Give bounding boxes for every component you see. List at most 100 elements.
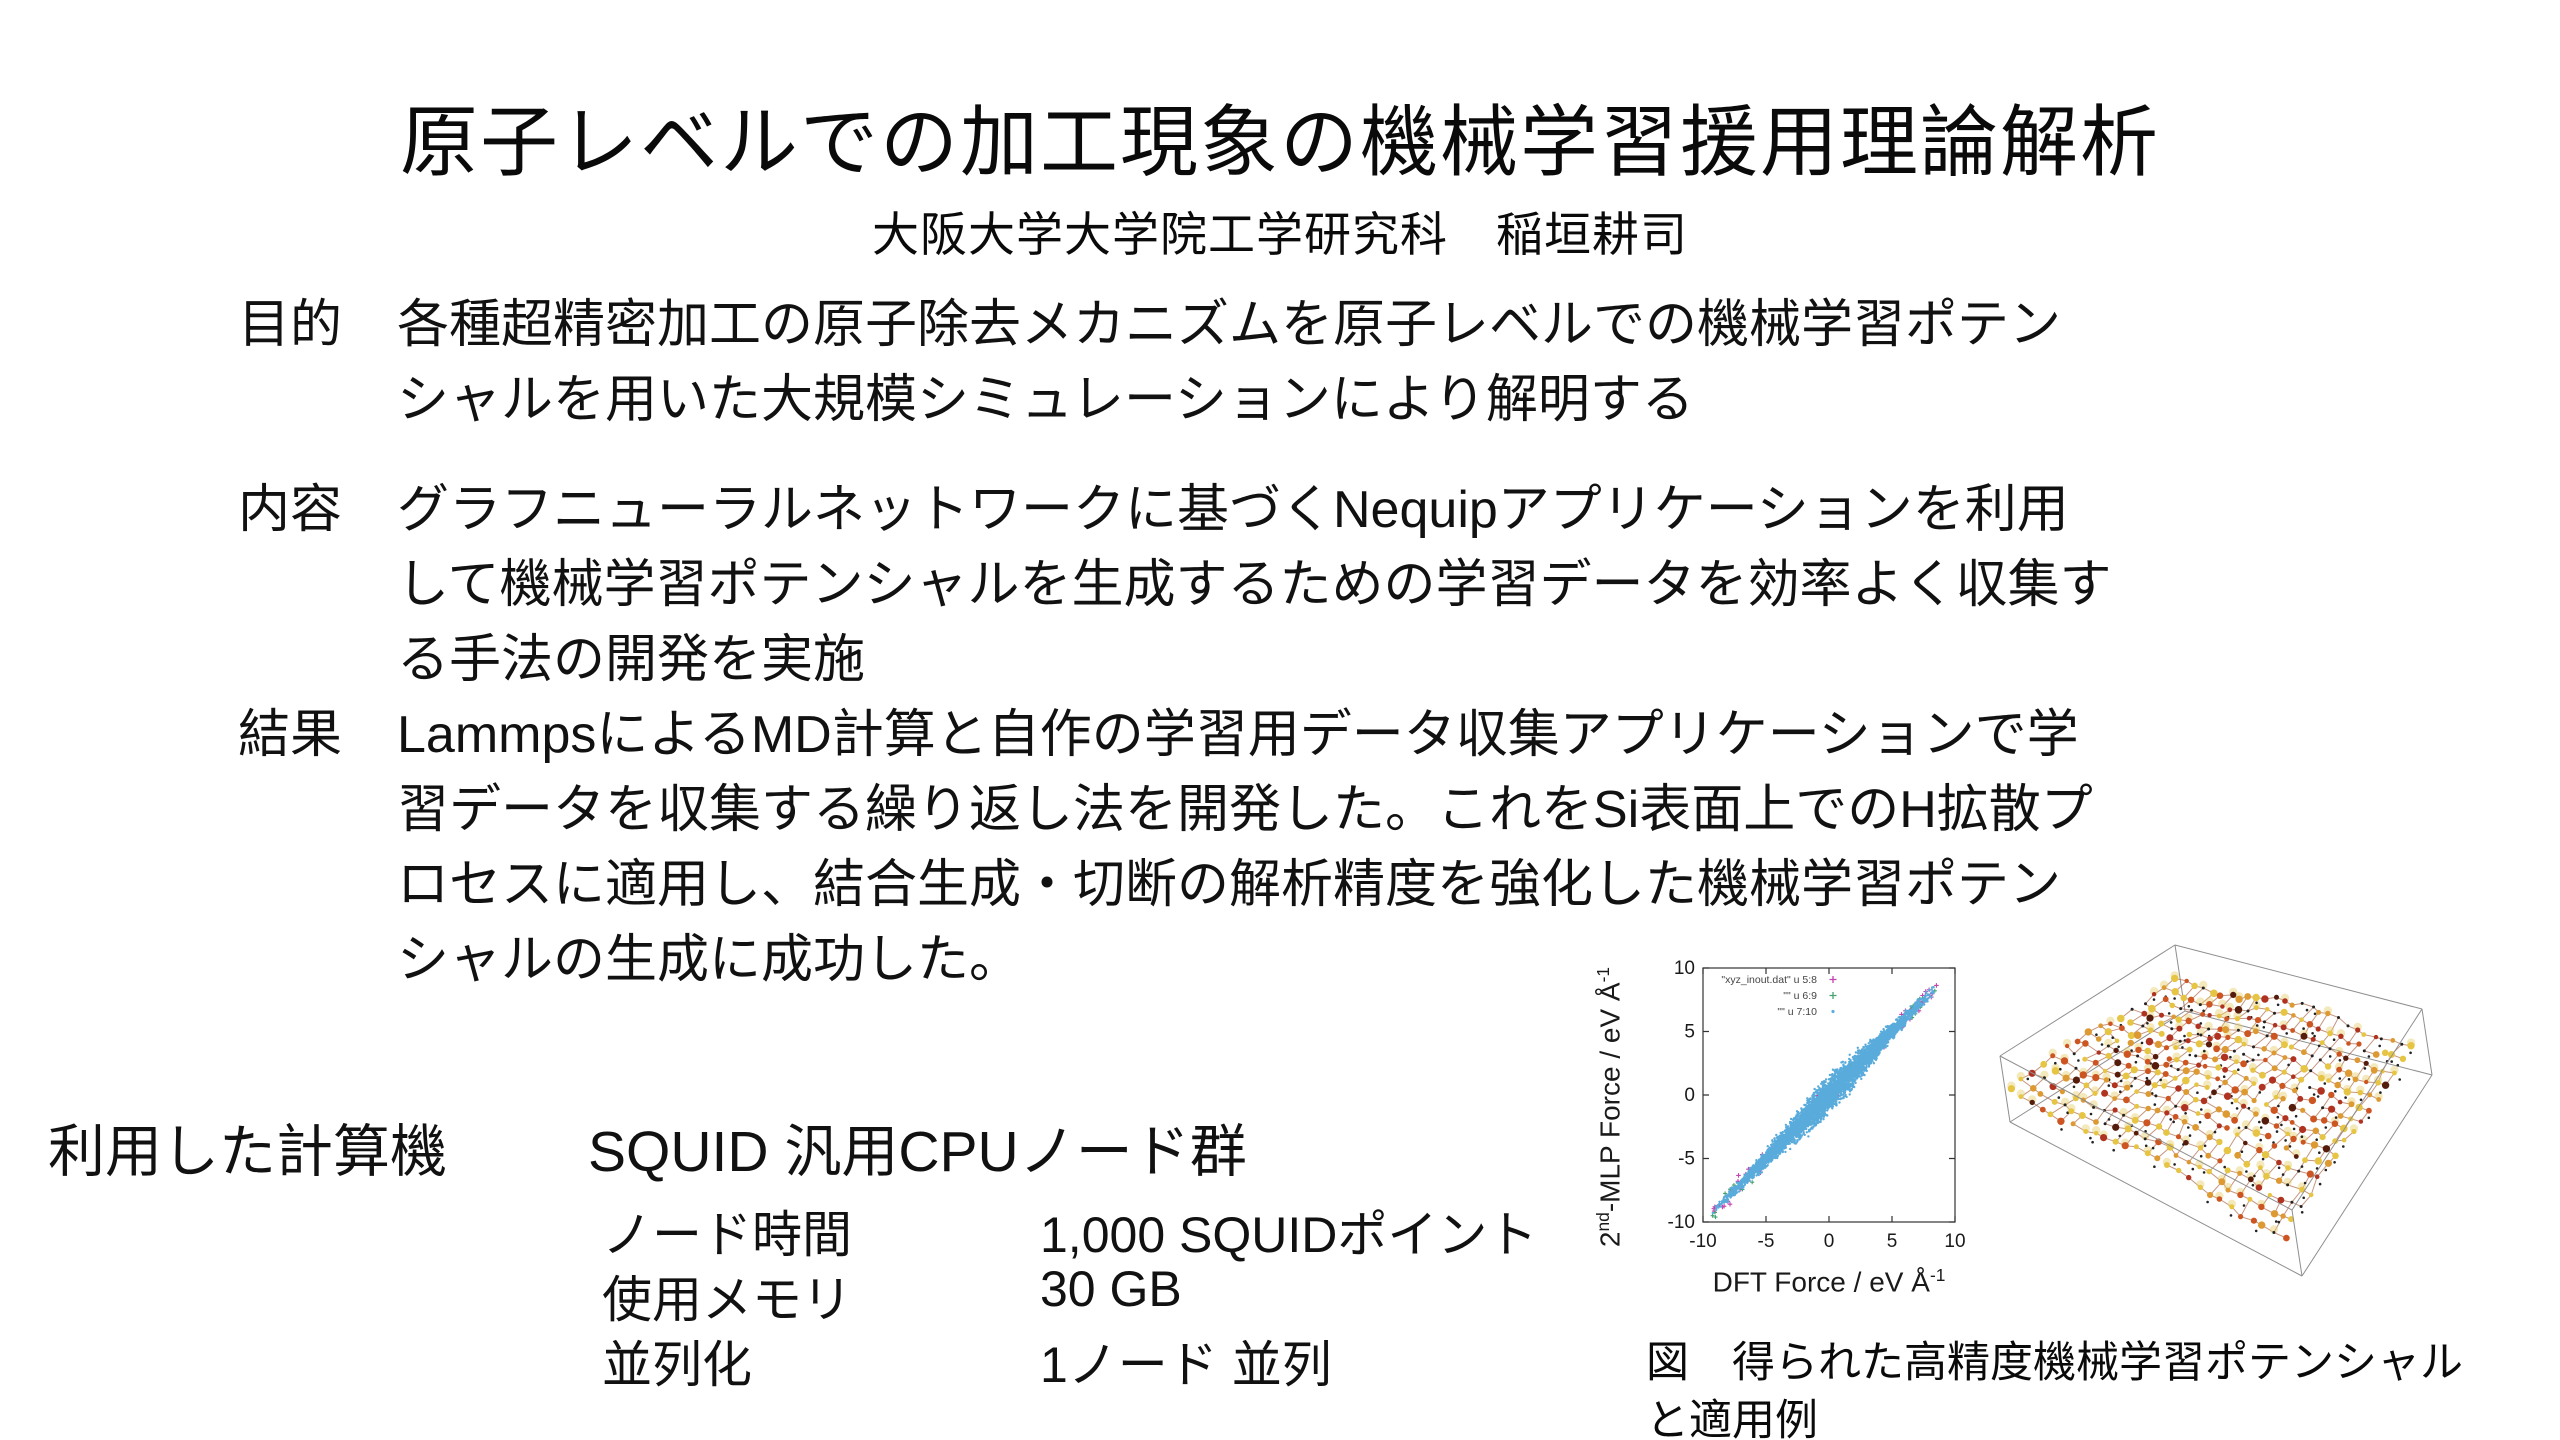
atom-dot (2305, 1008, 2309, 1012)
atom (2252, 993, 2260, 1002)
atom-halo (2149, 987, 2159, 996)
x-tick-label: -5 (1758, 1231, 1775, 1252)
atom (2166, 1034, 2174, 1042)
atom (2285, 1131, 2290, 1137)
atom-dot (2026, 1077, 2030, 1081)
atom-dot (2315, 1167, 2319, 1170)
atom (2104, 1028, 2112, 1036)
structure-frame (1999, 1055, 2293, 1211)
atom (2217, 1158, 2223, 1164)
atom-dot (2255, 1024, 2259, 1027)
atom-dot (2276, 1115, 2280, 1119)
atom-dot (2119, 1090, 2122, 1093)
atom (2290, 1135, 2297, 1143)
atom-dot (2277, 1220, 2281, 1224)
atom-dot (2095, 1033, 2098, 1036)
atom (2285, 1165, 2291, 1171)
atom (2392, 1070, 2397, 1076)
atom-halo (2218, 999, 2227, 1008)
atom-dot (2367, 1116, 2371, 1120)
legend-marker (1829, 976, 1837, 983)
structure-frame (2291, 1008, 2423, 1211)
atom (2112, 1107, 2118, 1113)
atom (2092, 1105, 2096, 1109)
atom (2326, 1078, 2331, 1083)
atom (2234, 1006, 2243, 1014)
atom (2112, 1096, 2118, 1101)
atom (2251, 1097, 2257, 1104)
atom-dot (2222, 1075, 2226, 1078)
atom-dot (2213, 1130, 2217, 1134)
atom (2207, 1035, 2213, 1042)
atom-dot (2077, 1059, 2080, 1062)
atom (2214, 1032, 2222, 1040)
atom (2372, 1051, 2380, 1058)
axis-ticks (1702, 967, 1956, 1223)
atom (2193, 1068, 2200, 1075)
atom (2151, 992, 2157, 997)
atom (2310, 1141, 2319, 1149)
atom-dot (2150, 1092, 2154, 1095)
atom (2343, 1088, 2351, 1096)
atom-dot (2328, 1055, 2332, 1058)
atom-dot (2230, 1101, 2234, 1105)
atom (2144, 1002, 2147, 1006)
atom (2327, 1030, 2333, 1037)
atom-dot (2091, 1140, 2094, 1144)
atom (2258, 1203, 2265, 1211)
atom (2302, 1157, 2308, 1163)
atom-dot (2169, 1021, 2173, 1024)
atom (2255, 1184, 2263, 1191)
atom (2299, 1017, 2304, 1022)
atom (2282, 1115, 2289, 1122)
atom (2270, 1032, 2278, 1040)
atom (2261, 1046, 2267, 1052)
atom (2192, 1124, 2199, 1131)
atom (2152, 1053, 2159, 1060)
atom-dot (2367, 1055, 2371, 1058)
atom (2194, 1054, 2198, 1058)
atom (2114, 1038, 2120, 1044)
atom-dot (2134, 1060, 2138, 1064)
atom-dot (2242, 1204, 2246, 1207)
atom (2233, 1098, 2239, 1103)
atom (2271, 1050, 2277, 1056)
atom-dot (2274, 1220, 2278, 1223)
atom-dot (2183, 1034, 2186, 1038)
atom (2224, 1125, 2230, 1131)
structure-frame (1999, 1055, 2011, 1123)
atom (2283, 1145, 2290, 1151)
atom (2202, 1063, 2208, 1069)
atom-dot (2223, 1165, 2226, 1169)
atom (2308, 1086, 2312, 1089)
structure-frame (2174, 944, 2423, 1010)
atom (2252, 1045, 2255, 1049)
atom (2310, 1115, 2318, 1123)
atom-dot (2323, 1082, 2327, 1085)
atom (2399, 1055, 2407, 1062)
atom (2151, 1062, 2160, 1070)
atom (2264, 1132, 2272, 1140)
structure-frame (2291, 1209, 2303, 1277)
atom (2251, 1058, 2255, 1062)
atom-dot (2181, 1046, 2184, 1049)
atom-dot (2324, 1126, 2328, 1129)
atom (2218, 1178, 2226, 1186)
atom-halo (2104, 1038, 2113, 1048)
atom-dot (2107, 1118, 2111, 1121)
atom (2083, 1082, 2090, 1089)
atom (2078, 1112, 2086, 1119)
atom (2253, 1111, 2259, 1117)
atom (2310, 1036, 2316, 1042)
chart-x-axis-label: DFT Force / eV Å-1 (1712, 1265, 1946, 1298)
atom (2216, 992, 2224, 999)
atom-dot (2144, 1144, 2148, 1148)
atom (2148, 1004, 2156, 1013)
section-line: ロセスに適用し、結合生成・切断の解析精度を強化した機械学習ポテン (397, 856, 2062, 914)
atom (2072, 1076, 2080, 1084)
section-line: して機械学習ポテンシャルを生成するための学習データを効率よく収集す (397, 556, 2112, 614)
atom (2164, 1110, 2170, 1116)
atom-dot (2153, 1103, 2157, 1106)
atom (2315, 1026, 2321, 1032)
